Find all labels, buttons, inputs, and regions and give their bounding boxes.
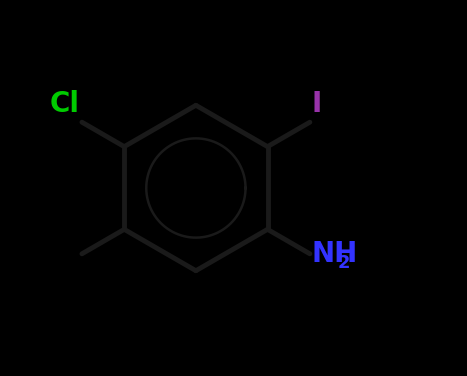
Text: 2: 2 <box>337 254 350 272</box>
Text: Cl: Cl <box>50 91 80 118</box>
Text: I: I <box>312 91 322 118</box>
Text: NH: NH <box>312 240 358 268</box>
